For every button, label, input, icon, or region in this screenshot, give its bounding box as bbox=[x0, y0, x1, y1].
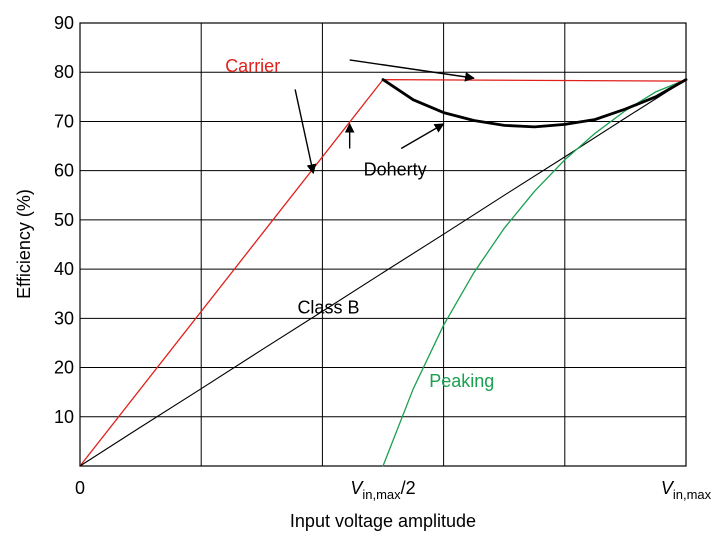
y-tick-label: 80 bbox=[54, 62, 74, 82]
x-tick-label: 0 bbox=[75, 478, 85, 498]
series-label-carrier: Carrier bbox=[225, 56, 280, 76]
y-tick-label: 20 bbox=[54, 358, 74, 378]
x-tick-label: Vin,max bbox=[661, 478, 712, 502]
series-label-peaking: Peaking bbox=[429, 371, 494, 391]
annotation-arrows bbox=[294, 59, 475, 175]
tick-labels: 10 20 30 40 50 60 70 80 90 0 Vin,max/2 Vin,max bbox=[54, 13, 712, 502]
annotation-labels: Carrier Doherty Class B Peaking bbox=[225, 56, 494, 391]
y-axis-label: Efficiency (%) bbox=[14, 189, 34, 299]
y-tick-label: 70 bbox=[54, 111, 74, 131]
grid bbox=[80, 23, 686, 466]
series-label-doherty: Doherty bbox=[364, 160, 427, 180]
annotation-arrow bbox=[400, 123, 445, 150]
y-tick-label: 50 bbox=[54, 210, 74, 230]
y-tick-label: 40 bbox=[54, 259, 74, 279]
y-tick-label: 60 bbox=[54, 161, 74, 181]
y-tick-label: 10 bbox=[54, 407, 74, 427]
series-line-peaking bbox=[382, 78, 687, 467]
plot-frame bbox=[79, 22, 687, 467]
series-line-doherty bbox=[381, 78, 688, 129]
y-tick-label: 30 bbox=[54, 308, 74, 328]
annotation-arrow bbox=[294, 89, 317, 175]
series-group bbox=[79, 78, 688, 467]
x-tick-label: Vin,max/2 bbox=[350, 478, 415, 502]
y-tick-label: 90 bbox=[54, 13, 74, 33]
x-axis-label: Input voltage amplitude bbox=[290, 511, 476, 531]
series-label-class-b: Class B bbox=[297, 297, 359, 317]
annotation-arrow bbox=[349, 59, 475, 82]
series-line-class-b bbox=[79, 79, 687, 467]
